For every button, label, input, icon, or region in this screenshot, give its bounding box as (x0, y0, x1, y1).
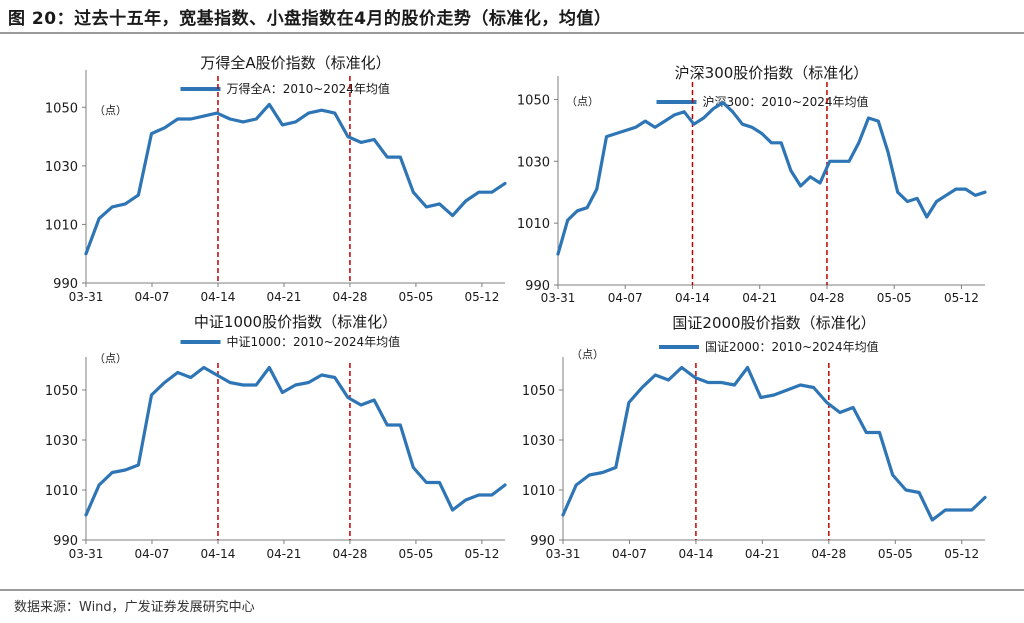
chart-csi300: 沪深300股价指数（标准化） 沪深300：2010~2024年均值 （点） 990 10… (517, 64, 987, 305)
x-tick-label: 04-21 (267, 547, 302, 561)
x-tick-label: 05-05 (877, 291, 912, 305)
chart-title: 沪深300股价指数（标准化） (675, 64, 869, 82)
chart-csi1000: 中证1000股价指数（标准化） 中证1000：2010~2024年均值 （点） 990… (45, 313, 507, 561)
chart-title: 中证1000股价指数（标准化） (194, 313, 397, 331)
y-tick-label: 1050 (45, 384, 78, 399)
x-tick-label: 04-21 (742, 291, 777, 305)
y-tick-label: 990 (53, 277, 78, 292)
x-tick-label: 04-28 (332, 290, 367, 304)
y-tick-label: 1030 (45, 434, 78, 449)
x-tick-label: 04-28 (332, 547, 367, 561)
x-tick-label: 05-12 (944, 547, 979, 561)
x-tick-label: 04-21 (267, 290, 302, 304)
x-tick-label: 04-28 (811, 547, 846, 561)
series-line (84, 102, 507, 256)
x-tick-label: 05-05 (398, 290, 433, 304)
y-tick-label: 1030 (522, 434, 555, 449)
x-tick-label: 03-31 (546, 547, 581, 561)
x-tick-label: 04-14 (675, 291, 710, 305)
y-tick-label: 990 (53, 534, 78, 549)
y-tick-label: 1030 (517, 155, 550, 170)
chart-title: 国证2000股价指数（标准化） (672, 314, 875, 332)
top-divider (0, 32, 1024, 34)
y-tick-label: 1010 (517, 217, 550, 232)
y-unit-label: （点） (94, 104, 127, 117)
y-tick-label: 1050 (517, 93, 550, 108)
y-unit-label: （点） (566, 95, 599, 108)
figure-title: 图 20：过去十五年，宽基指数、小盘指数在4月的股价走势（标准化，均值） (8, 9, 612, 29)
x-tick-label: 04-14 (201, 290, 236, 304)
y-tick-label: 1050 (45, 101, 78, 116)
legend-label: 国证2000：2010~2024年均值 (705, 339, 879, 354)
legend-label: 中证1000：2010~2024年均值 (227, 334, 401, 349)
chart-wind-all-a: 万得全A股价指数（标准化） 万得全A：2010~2024年均值 （点） 990 1010… (45, 54, 507, 304)
y-tick-label: 1010 (45, 218, 78, 233)
y-tick-label: 1050 (522, 384, 555, 399)
x-tick-label: 05-05 (398, 547, 433, 561)
x-tick-label: 03-31 (69, 547, 104, 561)
x-tick-label: 04-28 (810, 291, 845, 305)
y-tick-label: 990 (525, 279, 550, 294)
legend-label: 万得全A：2010~2024年均值 (227, 81, 390, 96)
chart-title: 万得全A股价指数（标准化） (200, 54, 390, 72)
x-tick-label: 05-12 (464, 547, 499, 561)
x-tick-label: 04-14 (201, 547, 236, 561)
series-line (84, 365, 507, 517)
x-tick-label: 05-12 (944, 291, 979, 305)
y-tick-label: 990 (530, 534, 555, 549)
y-tick-label: 1010 (522, 484, 555, 499)
y-unit-label: （点） (94, 352, 127, 365)
chart-cnindex2000: 国证2000股价指数（标准化） 国证2000：2010~2024年均值 （点） 990… (522, 314, 987, 561)
x-tick-label: 04-14 (678, 547, 713, 561)
x-tick-label: 05-05 (878, 547, 913, 561)
series-line (561, 365, 987, 522)
x-tick-label: 05-12 (464, 290, 499, 304)
bottom-divider (0, 589, 1024, 591)
x-tick-label: 03-31 (69, 290, 104, 304)
y-unit-label: （点） (571, 348, 604, 361)
y-tick-label: 1030 (45, 160, 78, 175)
x-tick-label: 04-07 (135, 547, 170, 561)
x-tick-label: 04-07 (608, 291, 643, 305)
x-tick-label: 03-31 (541, 291, 576, 305)
series-line (556, 100, 987, 256)
x-tick-label: 04-21 (745, 547, 780, 561)
source-note: 数据来源：Wind，广发证券发展研究中心 (14, 600, 255, 615)
y-tick-label: 1010 (45, 484, 78, 499)
x-tick-label: 04-07 (135, 290, 170, 304)
x-tick-label: 04-07 (612, 547, 647, 561)
legend-label: 沪深300：2010~2024年均值 (703, 94, 869, 109)
